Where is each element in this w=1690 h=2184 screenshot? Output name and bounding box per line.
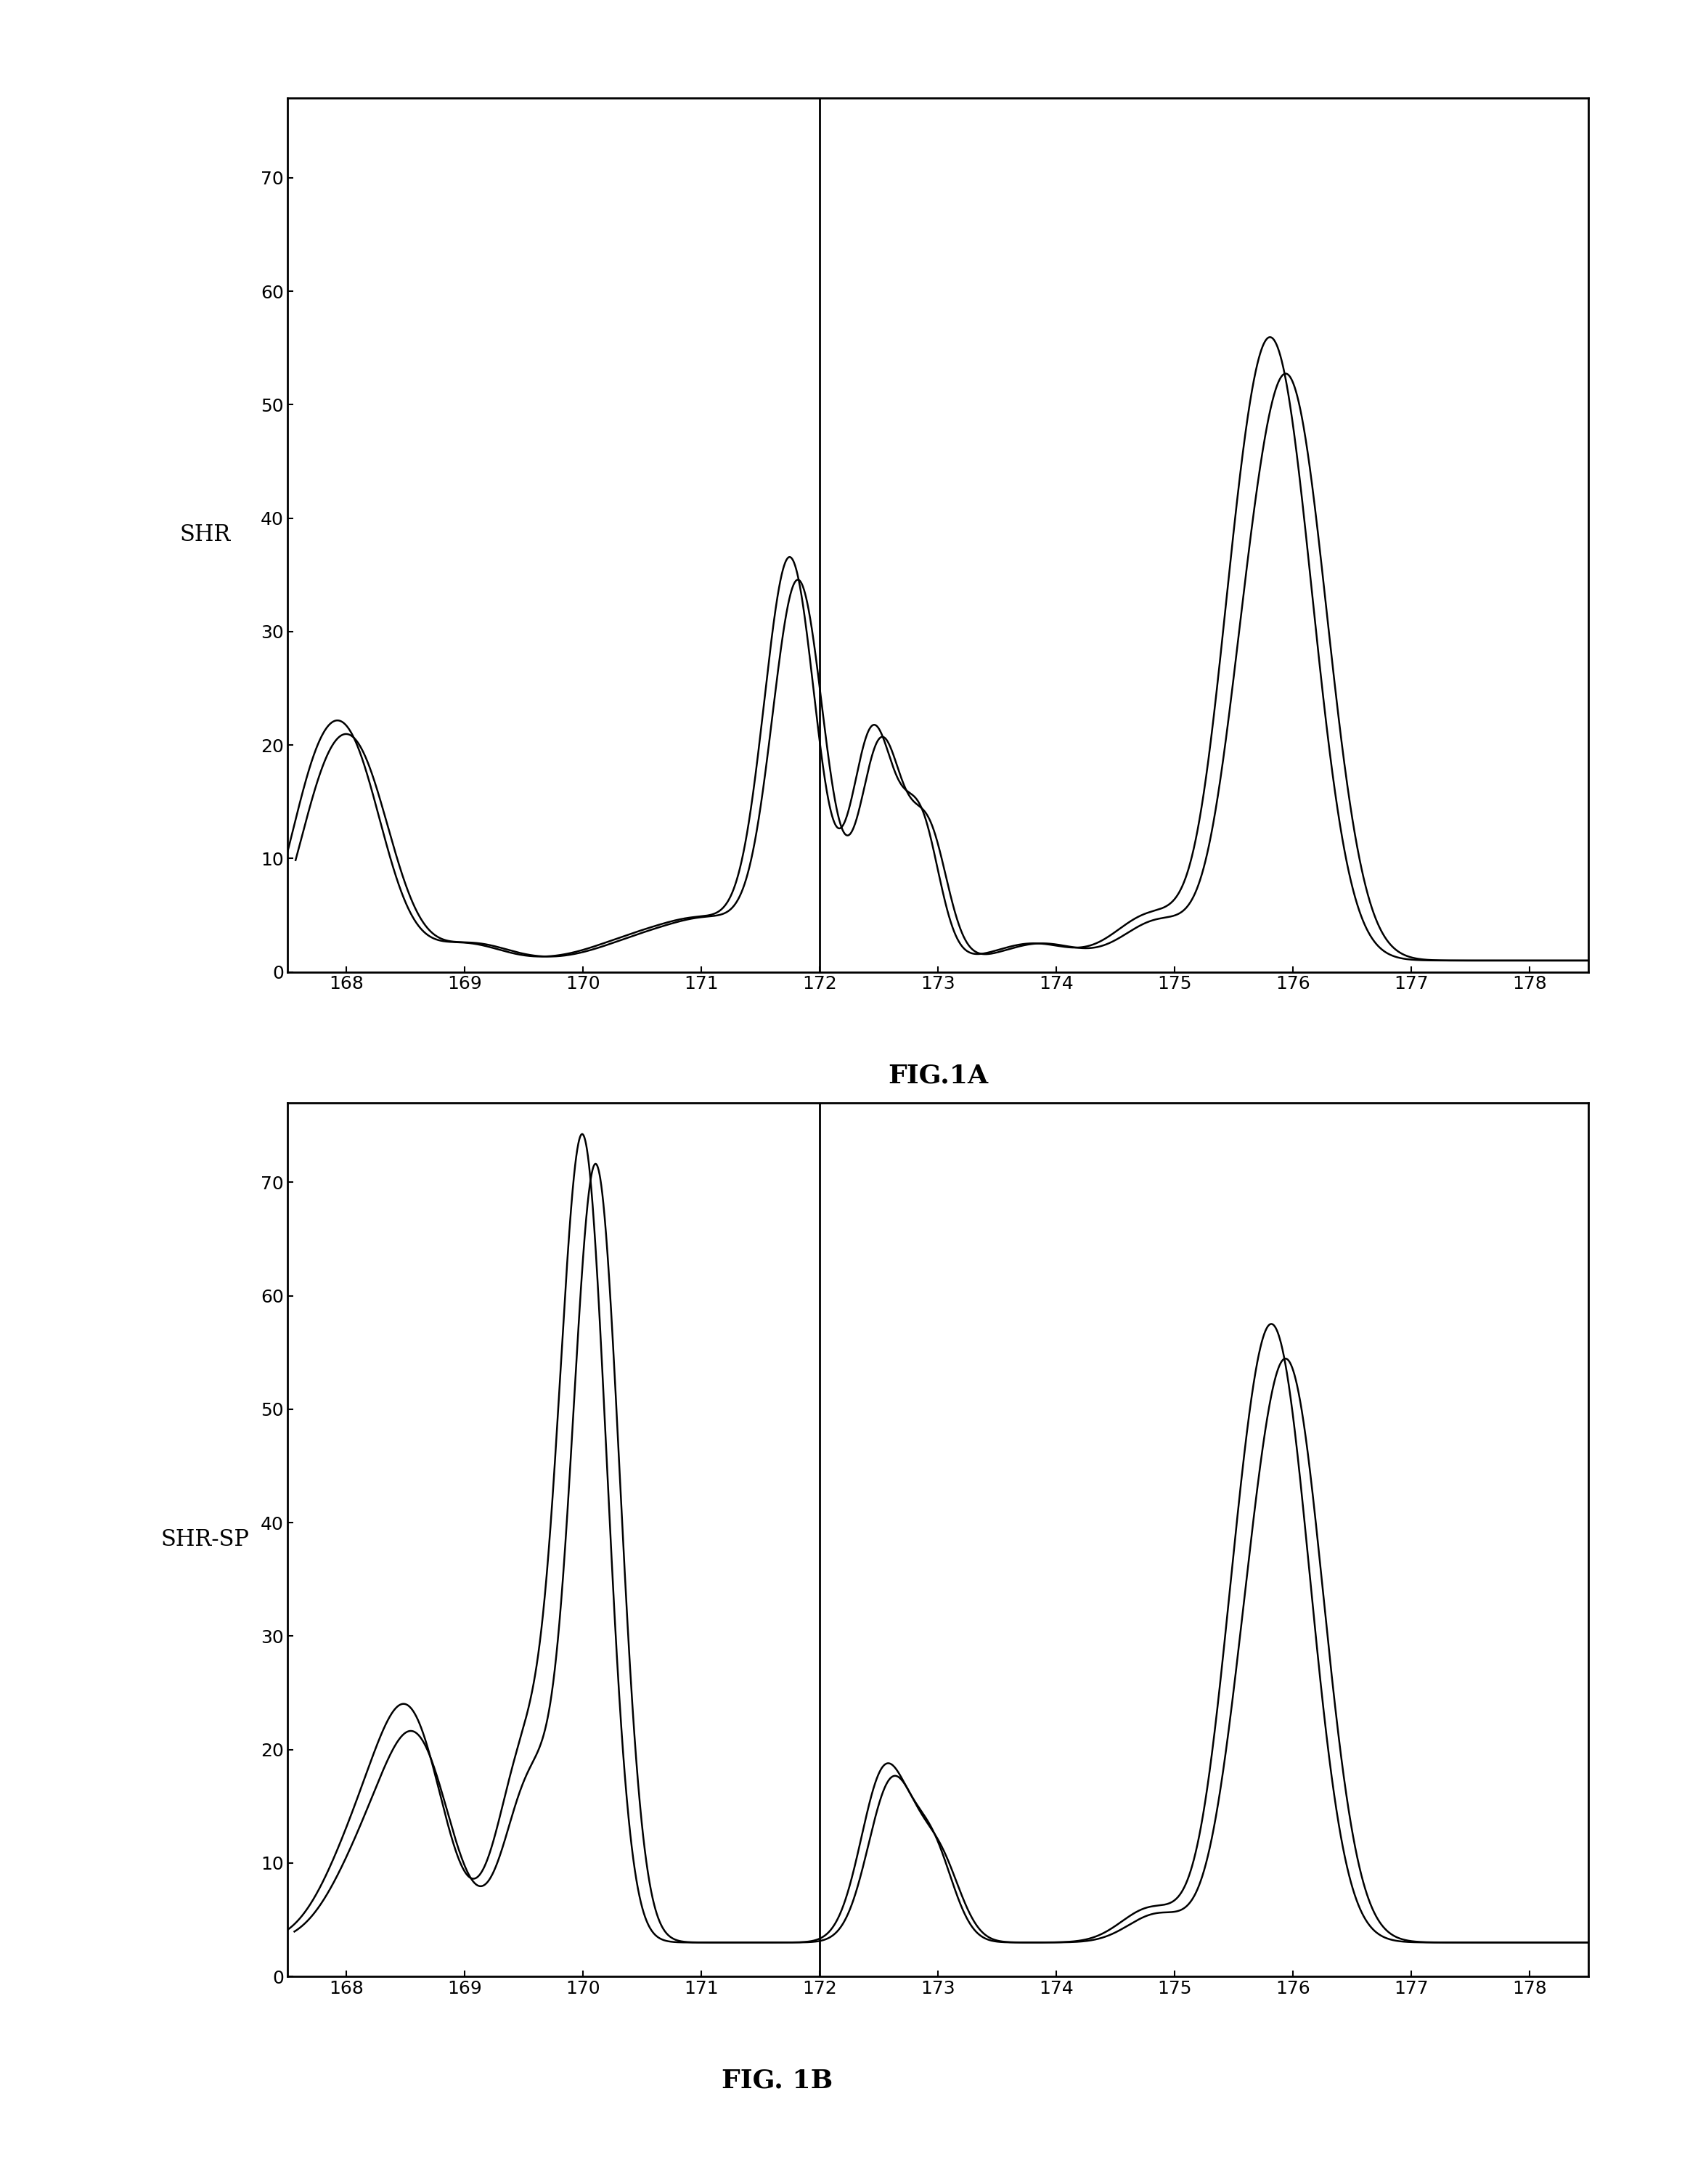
Y-axis label: SHR-SP: SHR-SP: [161, 1529, 250, 1551]
Text: FIG. 1B: FIG. 1B: [722, 2068, 833, 2092]
Y-axis label: SHR: SHR: [179, 524, 230, 546]
Text: FIG.1A: FIG.1A: [887, 1064, 989, 1088]
